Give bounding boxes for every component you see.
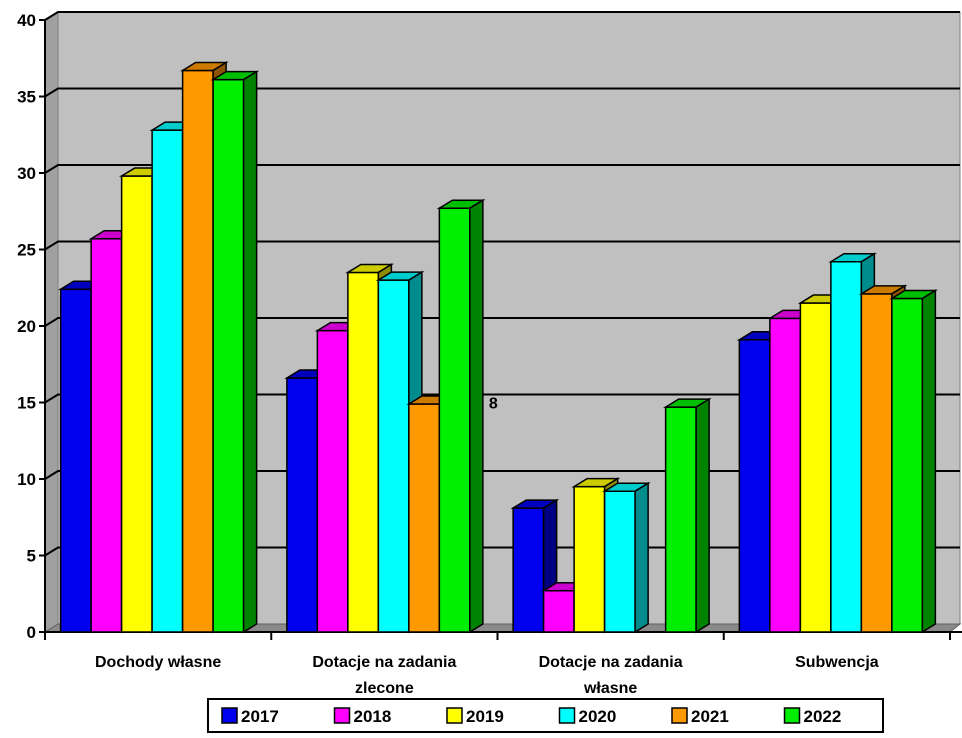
- legend-swatch: [560, 708, 575, 723]
- y-tick-label: 35: [17, 88, 36, 107]
- bar-side: [244, 72, 257, 632]
- category-label: Dotacje na zadania: [539, 654, 683, 671]
- y-tick-label: 0: [27, 623, 36, 642]
- legend-label: 2022: [804, 707, 842, 726]
- legend-label: 2018: [354, 707, 392, 726]
- category-label: własne: [583, 680, 637, 697]
- bar: [439, 208, 470, 632]
- bar: [666, 407, 697, 632]
- bar: [574, 487, 605, 632]
- bar: [861, 294, 892, 632]
- y-tick-label: 40: [17, 11, 36, 30]
- legend-label: 2019: [466, 707, 504, 726]
- bar: [287, 378, 318, 632]
- bar: [91, 239, 122, 632]
- legend-swatch: [222, 708, 237, 723]
- category-label: Dochody własne: [95, 654, 221, 671]
- bar: [831, 262, 862, 632]
- category-label: Subwencja: [795, 654, 879, 671]
- bar: [183, 70, 214, 632]
- bar: [800, 303, 831, 632]
- y-tick-label: 20: [17, 317, 36, 336]
- bar: [770, 318, 801, 632]
- data-label: 8: [489, 396, 498, 413]
- bar: [892, 298, 923, 632]
- legend-swatch: [447, 708, 462, 723]
- legend-box: [208, 699, 883, 732]
- bar: [544, 591, 575, 632]
- bar: [61, 289, 92, 632]
- bar: [317, 331, 348, 632]
- bar-side: [696, 399, 709, 632]
- bar: [122, 176, 153, 632]
- bar-side: [470, 200, 483, 632]
- legend-label: 2017: [241, 707, 279, 726]
- legend-swatch: [785, 708, 800, 723]
- y-tick-label: 10: [17, 470, 36, 489]
- bar: [152, 130, 183, 632]
- bar-side: [922, 290, 935, 632]
- legend-label: 2020: [579, 707, 617, 726]
- bar: [348, 272, 379, 632]
- category-label: Dotacje na zadania: [312, 654, 456, 671]
- legend-swatch: [335, 708, 350, 723]
- y-tick-label: 25: [17, 241, 36, 260]
- bar: [378, 280, 409, 632]
- bar: [513, 508, 544, 632]
- bar: [409, 404, 440, 632]
- bar: [605, 491, 636, 632]
- y-tick-label: 15: [17, 394, 36, 413]
- y-tick-label: 5: [27, 547, 36, 566]
- bar: [739, 340, 770, 632]
- y-tick-label: 30: [17, 164, 36, 183]
- bar: [213, 80, 244, 632]
- bar-side: [635, 483, 648, 632]
- legend-label: 2021: [691, 707, 729, 726]
- legend-swatch: [672, 708, 687, 723]
- category-label: zlecone: [355, 680, 414, 697]
